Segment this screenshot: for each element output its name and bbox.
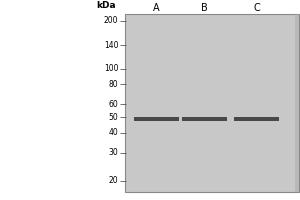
Text: 200: 200 xyxy=(104,16,118,25)
Text: 100: 100 xyxy=(104,64,118,73)
Text: 80: 80 xyxy=(109,80,118,89)
Bar xyxy=(295,14,298,192)
Text: 50: 50 xyxy=(109,113,118,122)
Text: kDa: kDa xyxy=(96,1,116,10)
Bar xyxy=(134,117,178,121)
Text: A: A xyxy=(153,3,159,13)
Bar xyxy=(234,117,279,121)
Text: 30: 30 xyxy=(109,148,118,157)
Text: C: C xyxy=(253,3,260,13)
Bar xyxy=(124,14,298,192)
Text: B: B xyxy=(201,3,207,13)
Text: 140: 140 xyxy=(104,41,118,50)
Bar xyxy=(182,117,226,121)
Text: 20: 20 xyxy=(109,176,118,185)
Text: 40: 40 xyxy=(109,128,118,137)
Text: 60: 60 xyxy=(109,100,118,109)
